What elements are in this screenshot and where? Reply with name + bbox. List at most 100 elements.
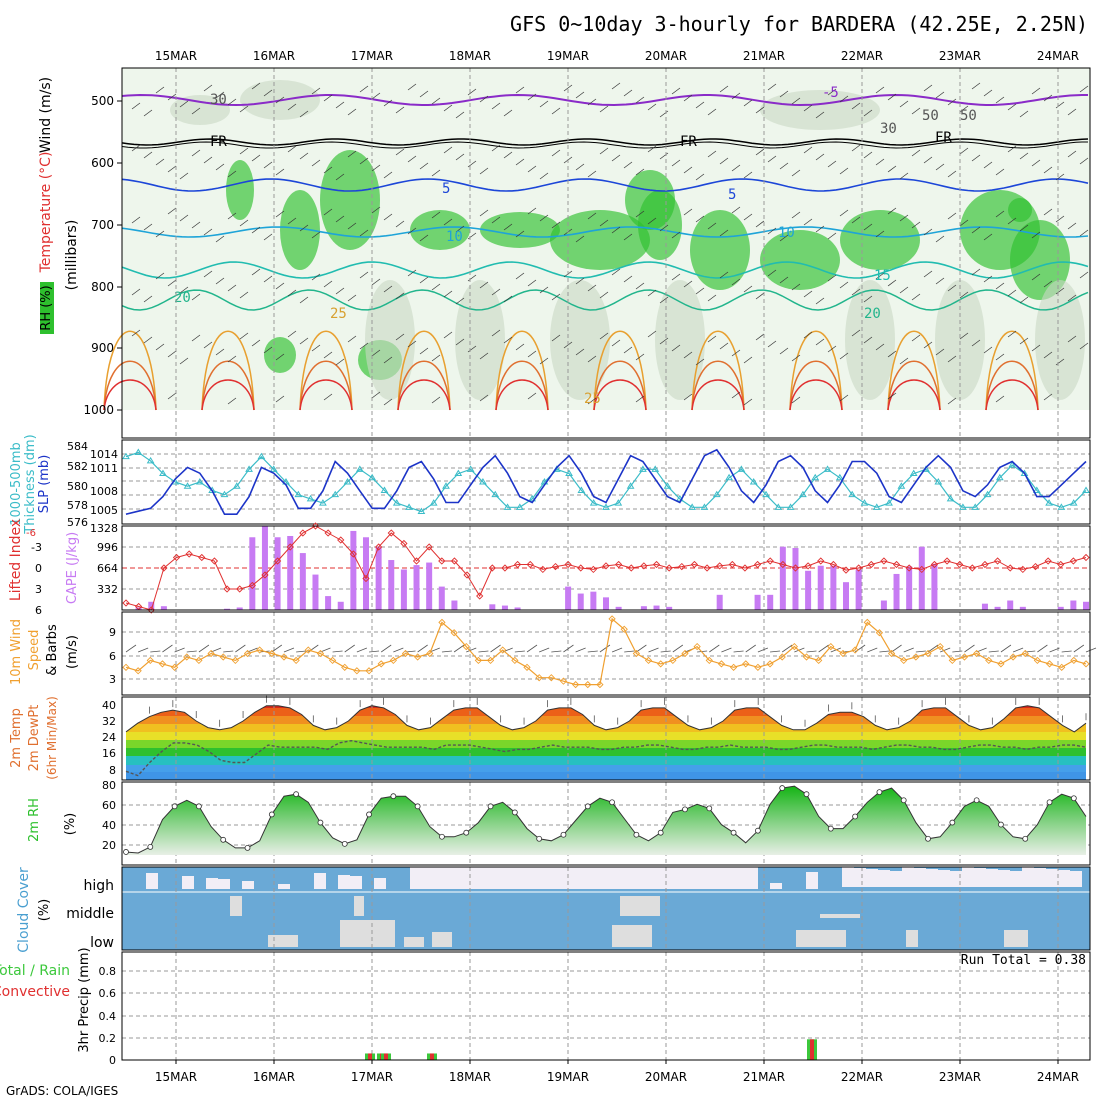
high-cloud-clear [914, 868, 926, 887]
wind-speed-marker [717, 660, 726, 668]
high-cloud-clear [470, 867, 482, 889]
wind-barb [383, 356, 393, 364]
wind-barb [672, 644, 684, 653]
rh-blob [760, 230, 840, 290]
high-cloud-clear [1046, 869, 1058, 887]
chart-title: GFS 0~10day 3-hourly for BARDERA (42.25E… [510, 12, 1088, 36]
wind-barb [707, 294, 717, 302]
rh-marker [341, 840, 348, 847]
rh-marker [827, 825, 834, 832]
wind-speed-marker [231, 656, 240, 665]
rh-gray-blob [455, 280, 505, 400]
wind-barb [263, 161, 273, 169]
wind-barb [1031, 159, 1041, 167]
high-cloud-clear [242, 881, 254, 889]
wind-barb [791, 211, 801, 219]
cape-bar [817, 565, 824, 610]
wind-speed-marker [292, 656, 300, 665]
li-marker [286, 543, 294, 551]
wind-barb [395, 148, 405, 156]
wind-barb [215, 91, 225, 99]
panel-labels: 15MAR 15MAR 16MAR 16MAR 17MAR 17MAR 18MAR 18MAR… [0, 49, 1079, 1084]
wind-barb [429, 647, 440, 653]
wind-barb [383, 171, 393, 179]
wind-barb [347, 222, 357, 230]
wind-barb [964, 644, 975, 653]
wind-barb [179, 214, 189, 222]
rh-marker [293, 791, 300, 798]
rh2m-panel: 80 60 40 20 [102, 779, 1091, 866]
thickness-line [125, 451, 1087, 513]
thickness-marker [454, 469, 463, 477]
wind-barb [407, 269, 417, 277]
wind-barb [1043, 94, 1053, 102]
li-marker [1057, 560, 1065, 569]
temp-band [126, 708, 1086, 716]
wind-speed-marker [802, 653, 811, 661]
wind-speed-marker [875, 629, 884, 637]
wind-barb [599, 644, 611, 653]
wind-barb [479, 281, 489, 289]
li-marker [1019, 565, 1027, 574]
wind-barb [395, 106, 405, 114]
cape-bar [843, 582, 849, 610]
cape-tick: 332 [97, 583, 118, 596]
high-cloud-clear [338, 875, 350, 889]
date-label-top: 18MAR [449, 49, 491, 63]
temp-band [126, 772, 1086, 780]
wind-barb [851, 144, 861, 152]
li-marker [362, 574, 370, 583]
wind-speed-marker [693, 642, 701, 651]
wind-barb [167, 279, 177, 287]
rh-blob [264, 337, 296, 373]
li-marker [981, 560, 989, 569]
li-tick: -3 [31, 541, 42, 554]
thickness-label-1: 1000-500mb [9, 442, 24, 526]
wind-barb [923, 84, 933, 92]
wind-barb [1019, 296, 1029, 304]
wind-barb [1055, 215, 1065, 223]
wind-barb [1012, 647, 1024, 653]
thickness-marker [1045, 499, 1053, 506]
wind-barb [899, 214, 909, 222]
cape-bar [249, 537, 256, 610]
wind-barb [551, 650, 562, 653]
wind-barb [203, 84, 213, 92]
wind-barb [575, 235, 585, 243]
high-cloud-clear [986, 869, 998, 887]
wind-barb [251, 226, 261, 234]
low-cloud [612, 925, 652, 947]
wind-barb [947, 212, 957, 220]
wind-speed-marker [316, 649, 325, 658]
wind-barb [467, 274, 477, 282]
date-label-top: 24MAR [1037, 49, 1079, 63]
cape-bar [1019, 606, 1026, 610]
wind-barb [635, 96, 645, 104]
wind-speed-marker [401, 649, 410, 658]
thickness-tick: 584 [67, 440, 88, 453]
contour-label: FR [680, 134, 697, 150]
wind-barb [575, 163, 585, 171]
wind-barb [887, 279, 897, 287]
precip-tick: 0.4 [99, 1010, 117, 1023]
wind-speed-marker [596, 680, 604, 689]
cape-bar [855, 569, 862, 610]
cape-bar [400, 569, 407, 610]
li-marker [602, 562, 610, 570]
wind-barb [455, 225, 465, 233]
level-label: 1000 [83, 403, 114, 417]
thickness-marker [146, 456, 155, 464]
thickness-marker [1008, 461, 1017, 468]
li-marker [905, 564, 913, 572]
wind-barb [611, 268, 621, 276]
contour-label: 50 [922, 108, 939, 124]
li-marker [311, 522, 320, 530]
wind-barb [636, 644, 647, 653]
thickness-marker [725, 473, 733, 481]
wind-barb [371, 349, 381, 357]
wind-barb [755, 148, 765, 156]
wind-barb [891, 644, 902, 653]
wind-barb [1055, 287, 1065, 295]
wind-barb [383, 99, 393, 107]
wind-barb [515, 272, 525, 280]
